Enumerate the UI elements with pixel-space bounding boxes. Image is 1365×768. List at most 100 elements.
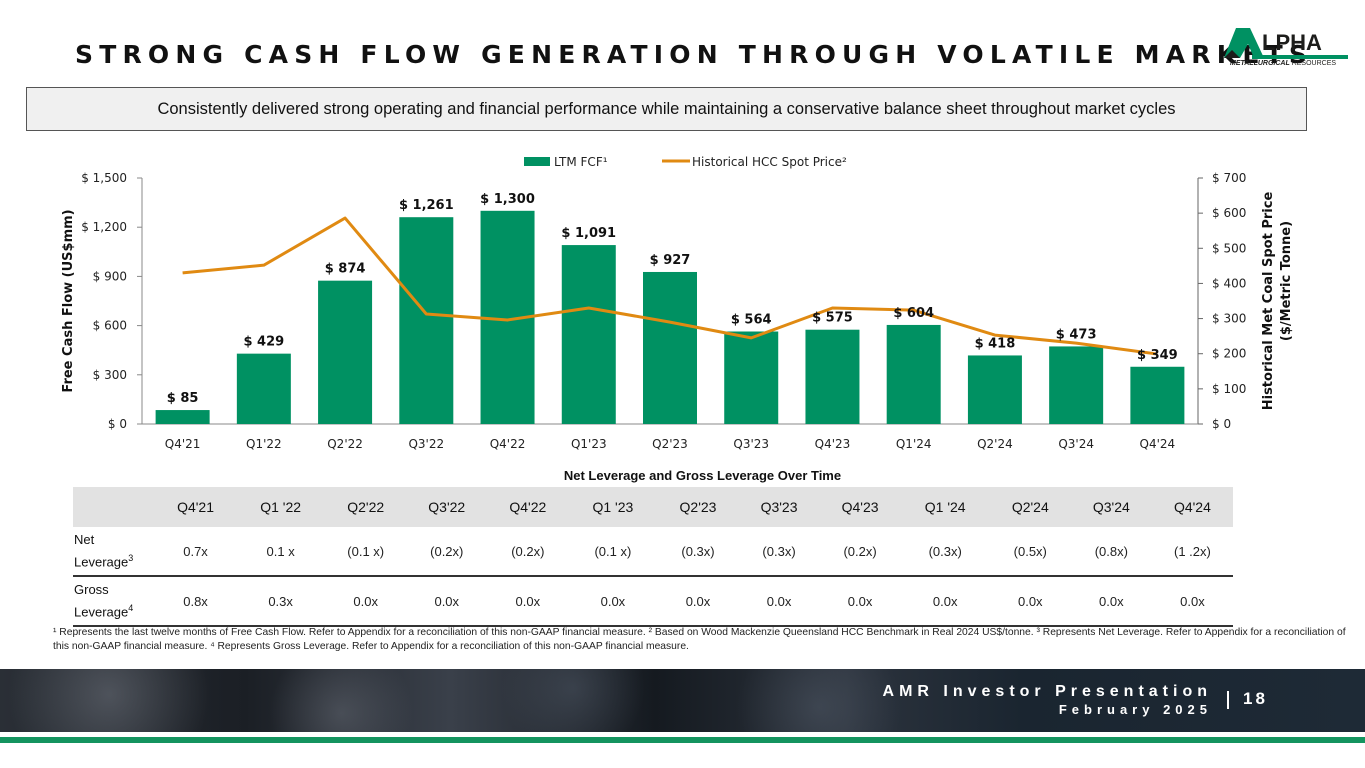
column-header: Q3'23 [738, 487, 820, 527]
x-tick-label: Q1'23 [571, 437, 607, 451]
row-label: Gross Leverage4 [73, 576, 155, 627]
table-cell: 0.0x [989, 576, 1071, 627]
bar-5 [561, 245, 616, 424]
page-number: 18 [1243, 689, 1268, 708]
left-axis-title: Free Cash Flow (US$mm) [61, 209, 76, 392]
table-cell: 0.0x [487, 576, 569, 627]
table-row: Gross Leverage4 0.8x 0.3x 0.0x 0.0x 0.0x 0.0x 0.… [73, 576, 1233, 627]
right-axis-title-line1: Historical Met Coal Spot Price [1261, 192, 1276, 411]
bar-7 [724, 331, 779, 424]
bar-data-label: $ 927 [650, 253, 691, 268]
logo-subtitle: METALLURGICAL RESOURCES [1230, 60, 1337, 67]
column-header: Q2'24 [989, 487, 1071, 527]
x-tick-label: Q3'24 [1058, 437, 1094, 451]
logo-wordmark: LPHA [1262, 30, 1322, 55]
right-tick-label: $ 300 [1212, 312, 1246, 326]
column-header: Q1 '24 [900, 487, 990, 527]
bar-1 [236, 353, 291, 424]
bar-3 [399, 217, 454, 424]
table-cell: (0.1 x) [568, 527, 658, 577]
bar-data-label: $ 575 [812, 311, 853, 326]
right-tick-label: $ 700 [1212, 171, 1246, 185]
bar-data-label: $ 473 [1056, 327, 1097, 342]
right-axis-title-line2: ($/Metric Tonne) [1279, 221, 1294, 341]
left-tick-label: $ 1,500 [81, 171, 127, 185]
bar-data-label: $ 1,261 [399, 198, 454, 213]
logo-stripe [1252, 55, 1348, 59]
right-tick-label: $ 0 [1212, 417, 1231, 431]
table-cell: (0.5x) [989, 527, 1071, 577]
bar-data-label: $ 1,091 [561, 226, 616, 241]
table-cell: (0.3x) [657, 527, 739, 577]
bar-data-label: $ 564 [731, 313, 772, 328]
right-tick-label: $ 400 [1212, 276, 1246, 290]
table-cell: (0.8x) [1070, 527, 1152, 577]
right-tick-label: $ 500 [1212, 241, 1246, 255]
x-tick-label: Q4'21 [165, 437, 201, 451]
right-tick-label: $ 100 [1212, 382, 1246, 396]
bar-6 [643, 271, 697, 424]
right-tick-label: $ 200 [1212, 347, 1246, 361]
table-cell: 0.1 x [236, 527, 326, 577]
table-cell: 0.0x [406, 576, 488, 627]
table-cell: (0.2x) [487, 527, 569, 577]
footer-banner: AMR Investor Presentation February 2025 … [0, 669, 1365, 732]
table-cell: (0.1 x) [325, 527, 407, 577]
leverage-table: Q4'21 Q1 '22 Q2'22 Q3'22 Q4'22 Q1 '23 Q2'23 Q3'… [73, 487, 1233, 627]
x-tick-label: Q2'22 [327, 437, 363, 451]
company-logo: LPHA METALLURGICAL RESOURCES [1222, 28, 1348, 74]
bar-data-label: $ 418 [975, 336, 1016, 351]
logo-a-icon [1224, 28, 1264, 58]
column-header: Q4'23 [819, 487, 901, 527]
bar-data-label: $ 85 [167, 391, 199, 406]
accent-line [0, 737, 1365, 743]
column-header: Q4'22 [487, 487, 569, 527]
bar-11 [1049, 346, 1104, 424]
column-header: Q1 '23 [568, 487, 658, 527]
table-cell: 0.0x [1151, 576, 1233, 627]
bar-12 [1130, 366, 1185, 424]
table-cell: (0.2x) [819, 527, 901, 577]
presentation-label: AMR Investor Presentation February 2025 [883, 683, 1212, 719]
table-header-row: Q4'21 Q1 '22 Q2'22 Q3'22 Q4'22 Q1 '23 Q2'23 Q3'… [73, 487, 1233, 527]
bar-10 [967, 355, 1022, 424]
table-cell: 0.0x [819, 576, 901, 627]
right-tick-label: $ 600 [1212, 206, 1246, 220]
table-cell: 0.7x [155, 527, 237, 577]
row-label: Net Leverage3 [73, 527, 155, 577]
legend-bar-label: LTM FCF¹ [554, 155, 608, 169]
header-blank [73, 487, 155, 527]
x-tick-label: Q1'24 [896, 437, 932, 451]
table-row: Net Leverage3 0.7x 0.1 x (0.1 x) (0.2x) (0.2x)… [73, 527, 1233, 577]
legend-line-label: Historical HCC Spot Price² [692, 155, 847, 169]
column-header: Q3'24 [1070, 487, 1152, 527]
left-tick-label: $ 900 [93, 269, 127, 283]
table-cell: (0.3x) [738, 527, 820, 577]
x-tick-label: Q3'22 [408, 437, 444, 451]
x-tick-label: Q1'22 [246, 437, 282, 451]
x-tick-label: Q4'24 [1140, 437, 1176, 451]
bar-data-label: $ 349 [1137, 348, 1178, 363]
left-tick-label: $ 300 [93, 368, 127, 382]
x-tick-label: Q2'24 [977, 437, 1013, 451]
table-cell: 0.0x [568, 576, 658, 627]
column-header: Q1 '22 [236, 487, 326, 527]
summary-banner: Consistently delivered strong operating … [26, 87, 1307, 131]
x-tick-label: Q2'23 [652, 437, 688, 451]
bar-0 [155, 410, 210, 424]
x-tick-label: Q4'23 [815, 437, 851, 451]
x-tick-label: Q3'23 [733, 437, 769, 451]
legend-bar-swatch [524, 157, 550, 166]
slide-title: STRONG CASH FLOW GENERATION THROUGH VOLA… [75, 40, 1314, 69]
bar-data-label: $ 874 [325, 262, 366, 277]
bar-data-label: $ 604 [893, 306, 934, 321]
leverage-table-title: Net Leverage and Gross Leverage Over Tim… [563, 468, 842, 483]
table-cell: 0.0x [738, 576, 820, 627]
table-cell: 0.8x [155, 576, 237, 627]
bar-9 [886, 324, 941, 424]
left-tick-label: $ 600 [93, 319, 127, 333]
column-header: Q2'23 [657, 487, 739, 527]
left-tick-label: $ 0 [108, 417, 127, 431]
bar-8 [805, 329, 860, 424]
presentation-date: February 2025 [1058, 702, 1212, 717]
